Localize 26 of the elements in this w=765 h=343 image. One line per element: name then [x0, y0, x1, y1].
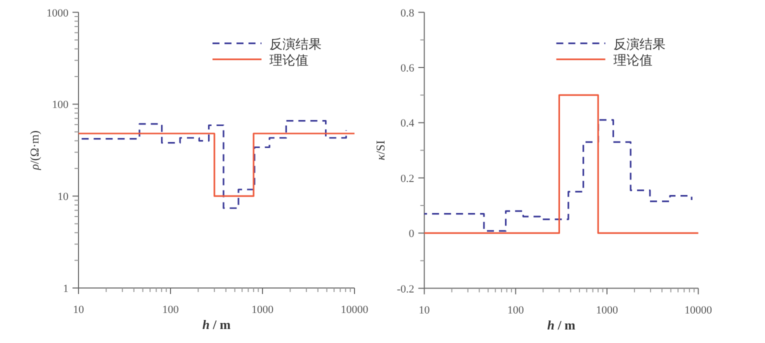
y-tick-label: 0.6 [400, 62, 415, 74]
x-tick-label: 100 [162, 304, 180, 316]
y-tick-label: 0.8 [400, 7, 415, 20]
x-tick-label: 10000 [684, 304, 713, 316]
y-axis-title: κ/SI [373, 140, 388, 160]
y-tick-label: 10 [58, 191, 69, 204]
y-tick-label: 1000 [46, 7, 69, 20]
x-tick-label: 10 [418, 304, 430, 316]
y-axis-title: ρ/(Ω·m) [28, 130, 42, 171]
x-tick-label: 100 [507, 304, 524, 316]
x-tick-label: 10000 [340, 304, 369, 316]
y-tick-label: 1 [63, 283, 68, 295]
x-axis-title: h / m [547, 317, 576, 332]
x-tick-label: 1000 [252, 304, 274, 316]
legend-label: 反演结果 [270, 37, 322, 52]
y-tick-label: 0 [408, 228, 415, 240]
legend-label: 反演结果 [613, 37, 666, 52]
legend-label: 理论值 [613, 53, 652, 68]
legend-label: 理论值 [270, 53, 308, 68]
y-tick-label: 100 [52, 99, 69, 112]
y-tick-label: -0.2 [396, 283, 414, 296]
x-axis-title: h / m [202, 317, 231, 332]
y-tick-label: 0.2 [400, 172, 414, 185]
x-tick-label: 1000 [596, 304, 618, 316]
x-tick-label: 10 [73, 304, 84, 316]
y-tick-label: 0.4 [400, 118, 415, 130]
